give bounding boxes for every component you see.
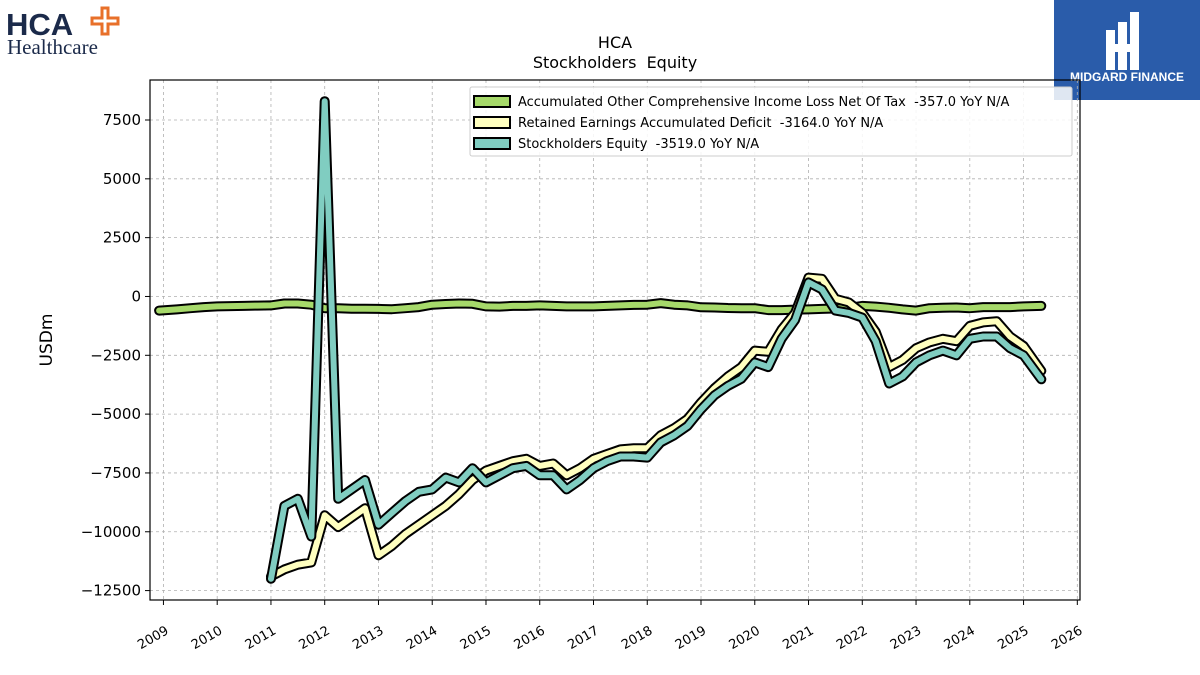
plot-area-frame	[149, 79, 1081, 601]
chart-title: HCA	[598, 33, 632, 52]
midgard-emblem-icon	[1106, 12, 1139, 70]
legend-swatch	[473, 95, 511, 108]
x-tick-label: 2014	[404, 623, 440, 653]
series-line-2	[268, 98, 1045, 582]
x-tick-label: 2019	[673, 623, 709, 653]
midgard-finance-logo: MIDGARD FINANCE	[1054, 0, 1200, 100]
x-tick-label: 2011	[243, 623, 279, 653]
series-line-0	[156, 300, 1045, 314]
x-tick-label: 2017	[565, 623, 601, 653]
svg-text:Healthcare: Healthcare	[7, 35, 98, 59]
y-tick-label: 0	[131, 287, 141, 305]
x-tick-label: 2016	[512, 623, 548, 653]
y-tick-label: −10000	[81, 523, 141, 541]
y-axis: 7500 5000 2500 0 −2500 −5000 −7500 −10000 −12500	[81, 111, 150, 600]
legend-label: Stockholders Equity -3519.0 YoY N/A	[518, 137, 759, 152]
x-tick-label: 2022	[834, 623, 870, 653]
legend-label: Retained Earnings Accumulated Deficit -3…	[518, 116, 883, 131]
series-layer	[154, 96, 1047, 584]
y-tick-label: −2500	[90, 346, 141, 364]
x-tick-label: 2015	[458, 623, 494, 653]
x-tick-label: 2023	[888, 623, 924, 653]
x-tick-label: 2010	[189, 623, 225, 653]
y-tick-label: −7500	[90, 464, 141, 482]
x-tick-label: 2021	[780, 623, 816, 653]
hca-star-icon	[90, 6, 120, 36]
svg-text:MIDGARD FINANCE: MIDGARD FINANCE	[1070, 70, 1184, 84]
x-tick-label: 2012	[297, 623, 333, 653]
x-tick-label: 2013	[350, 623, 386, 653]
x-tick-label: 2026	[1049, 623, 1085, 653]
y-axis-label: USDm	[37, 314, 57, 367]
chart-subtitle: Stockholders Equity	[533, 53, 697, 72]
x-axis: 2009 2010 2011 2012 2013 2014 2015 2016 2017 2018…	[135, 600, 1085, 653]
legend: Accumulated Other Comprehensive Income L…	[469, 86, 1073, 157]
y-tick-label: 5000	[103, 170, 141, 188]
legend-box	[469, 86, 1073, 157]
legend-swatch	[473, 137, 511, 150]
x-tick-label: 2025	[995, 623, 1031, 653]
y-tick-label: −12500	[81, 582, 141, 600]
svg-text:HCA: HCA	[6, 7, 73, 42]
x-tick-label: 2018	[619, 623, 655, 653]
hca-healthcare-logo: HCA Healthcare	[6, 6, 120, 59]
x-tick-label: 2020	[727, 623, 763, 653]
legend-swatch	[473, 116, 511, 129]
x-tick-label: 2009	[135, 623, 171, 653]
series-line-1	[268, 274, 1045, 580]
x-tick-label: 2024	[942, 623, 978, 653]
y-tick-label: 2500	[103, 229, 141, 247]
y-tick-label: −5000	[90, 405, 141, 423]
legend-label: Accumulated Other Comprehensive Income L…	[518, 95, 1009, 110]
y-tick-label: 7500	[103, 111, 141, 129]
